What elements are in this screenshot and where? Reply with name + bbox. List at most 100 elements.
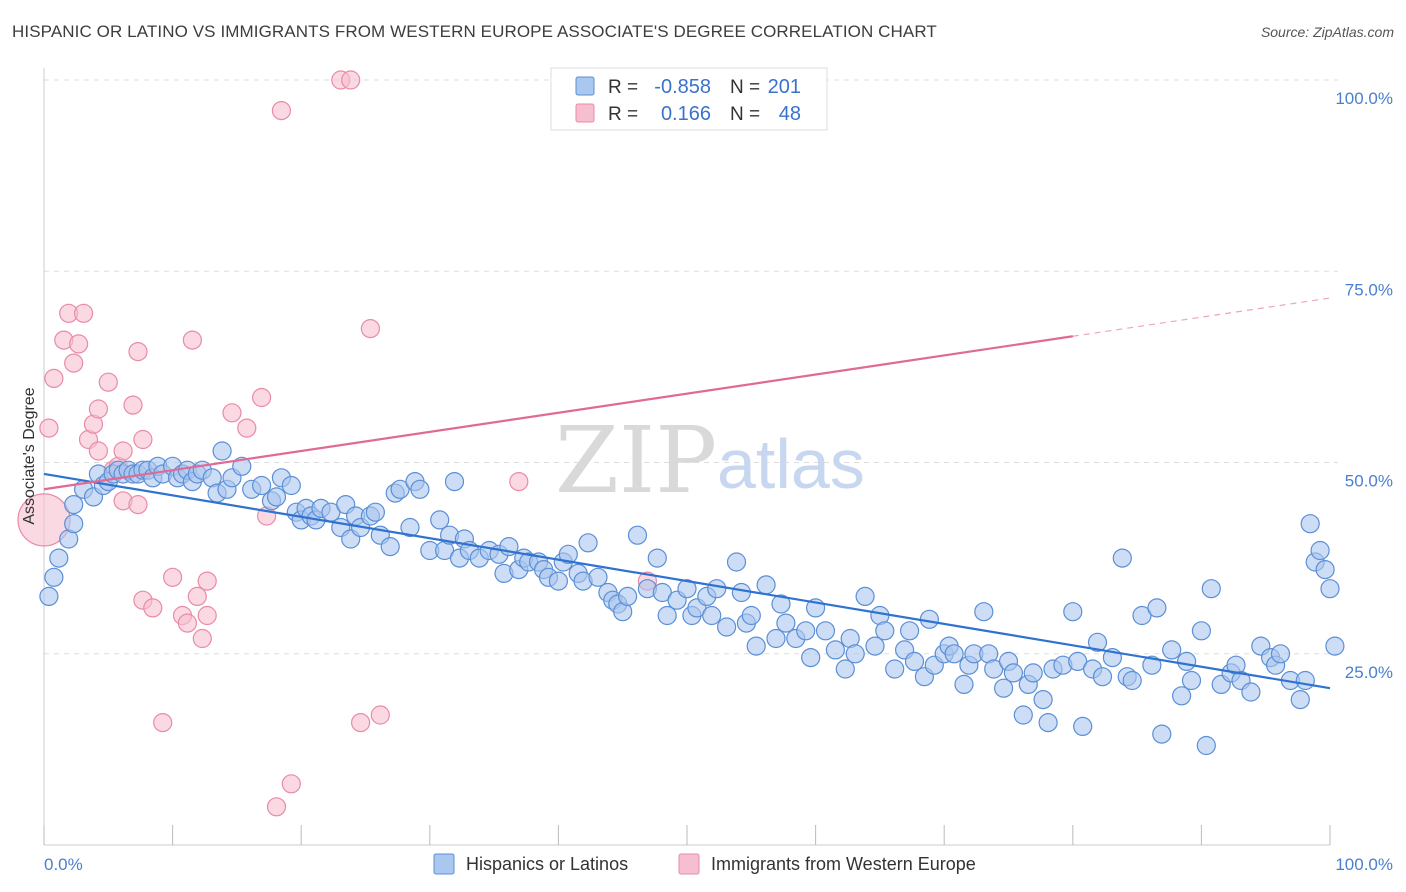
y-tick-label: 25.0% <box>1345 663 1393 682</box>
legend-swatch-pink <box>575 103 595 123</box>
data-point-hispanic <box>766 628 786 649</box>
data-point-hispanic <box>39 586 59 607</box>
data-point-hispanic <box>1013 705 1033 725</box>
legend-box: R = -0.858 N = 201 R = 0.166 N = 48 <box>550 67 828 131</box>
data-point-hispanic <box>390 479 410 499</box>
data-point-hispanic <box>1310 540 1330 561</box>
bottom-legend-swatch-pink <box>678 853 700 875</box>
data-point-western-europe <box>360 319 380 339</box>
data-point-hispanic <box>974 602 994 622</box>
data-point-hispanic <box>865 636 885 656</box>
data-point-western-europe <box>271 100 291 121</box>
data-point-hispanic <box>815 621 836 641</box>
data-point-hispanic <box>400 517 420 538</box>
data-point-hispanic <box>647 548 667 568</box>
data-point-western-europe <box>88 441 109 461</box>
data-point-hispanic <box>801 647 821 668</box>
data-point-western-europe <box>128 342 148 362</box>
watermark-zip: ZIP <box>555 407 717 514</box>
data-point-western-europe <box>113 441 133 461</box>
data-point-hispanic <box>652 582 672 603</box>
data-point-hispanic <box>746 636 766 656</box>
data-point-hispanic <box>430 510 450 530</box>
data-point-hispanic <box>993 678 1014 698</box>
legend-n-label-1: N = <box>730 104 760 125</box>
data-point-hispanic <box>756 575 776 595</box>
data-point-hispanic <box>731 582 752 603</box>
chart-title: HISPANIC OR LATINO VS IMMIGRANTS FROM WE… <box>12 22 937 41</box>
data-point-hispanic <box>1033 689 1053 710</box>
data-point-hispanic <box>1196 735 1216 756</box>
data-point-hispanic <box>954 674 974 695</box>
y-axis-title: Associate's Degree <box>21 387 38 524</box>
data-point-hispanic <box>1132 605 1152 626</box>
data-point-hispanic <box>1023 663 1043 683</box>
data-point-hispanic <box>1181 670 1202 691</box>
watermark: ZIP atlas <box>555 407 865 514</box>
data-point-western-europe <box>177 613 197 633</box>
data-point-western-europe <box>192 628 212 649</box>
data-point-western-europe <box>281 774 301 794</box>
data-point-western-europe <box>197 571 217 591</box>
data-point-hispanic <box>232 456 252 476</box>
y-tick-label: 50.0% <box>1345 472 1393 491</box>
data-point-hispanic <box>49 548 69 568</box>
data-point-hispanic <box>702 605 722 626</box>
data-point-western-europe <box>351 712 371 733</box>
series-immigrants-western-europe <box>17 70 766 817</box>
data-point-hispanic <box>548 571 569 591</box>
source-label: Source: ZipAtlas.com <box>1260 24 1394 40</box>
data-point-hispanic <box>1315 559 1335 580</box>
data-point-western-europe <box>509 472 529 492</box>
legend-r-label-1: R = <box>608 104 638 125</box>
data-point-hispanic <box>845 644 865 664</box>
data-point-hispanic <box>444 472 465 492</box>
grid-layer <box>44 79 1338 655</box>
data-point-hispanic <box>835 659 855 679</box>
legend-frame <box>550 67 828 131</box>
data-point-hispanic <box>588 567 608 587</box>
data-point-hispanic <box>1171 686 1192 706</box>
data-point-western-europe <box>44 368 64 388</box>
data-point-western-europe <box>182 330 202 350</box>
data-point-hispanic <box>776 613 796 633</box>
data-point-hispanic <box>1112 548 1132 568</box>
data-point-hispanic <box>1300 514 1320 534</box>
data-point-hispanic <box>1176 651 1197 672</box>
trend-line-western-europe-extension <box>1072 297 1331 337</box>
data-point-hispanic <box>380 536 400 557</box>
data-point-hispanic <box>1003 663 1024 683</box>
data-point-hispanic <box>825 640 846 660</box>
data-point-hispanic <box>44 567 64 587</box>
data-point-western-europe <box>39 418 59 438</box>
data-point-hispanic <box>855 586 875 607</box>
data-point-hispanic <box>1270 644 1291 664</box>
data-point-hispanic <box>771 594 791 614</box>
data-point-hispanic <box>944 644 964 664</box>
data-point-hispanic <box>64 495 84 515</box>
trend-layer <box>43 297 1331 690</box>
data-point-hispanic <box>1142 655 1162 675</box>
data-point-western-europe <box>133 429 153 450</box>
data-point-western-europe <box>64 353 84 373</box>
data-point-hispanic <box>1147 598 1167 618</box>
axis-layer: 25.0% 50.0% 75.0% 100.0% 0.0% 100.0% <box>43 68 1393 874</box>
legend-r-value-1: 0.166 <box>661 103 711 125</box>
data-point-hispanic <box>657 605 677 626</box>
x-tick-label: 100.0% <box>1335 855 1393 874</box>
data-point-hispanic <box>64 514 84 534</box>
data-point-hispanic <box>365 502 385 522</box>
data-point-hispanic <box>1068 651 1088 672</box>
data-point-hispanic <box>252 475 272 496</box>
data-point-western-europe <box>88 399 109 419</box>
data-point-hispanic <box>707 579 727 599</box>
data-point-hispanic <box>716 617 737 637</box>
data-point-western-europe <box>222 403 242 423</box>
data-point-hispanic <box>1191 621 1212 641</box>
data-point-hispanic <box>1152 724 1172 744</box>
data-point-hispanic <box>1295 670 1315 691</box>
legend-n-value-1: 48 <box>779 103 801 125</box>
data-point-western-europe <box>197 605 217 626</box>
legend-swatch-blue <box>575 76 595 96</box>
